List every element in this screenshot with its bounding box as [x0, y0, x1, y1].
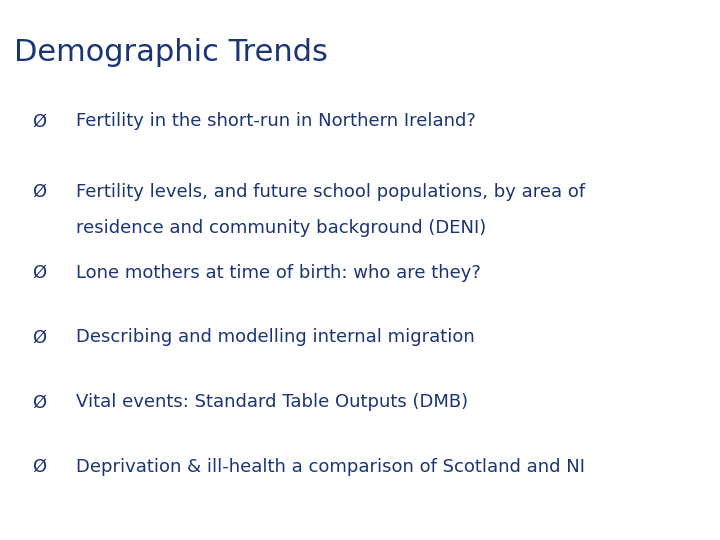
- Text: Ø: Ø: [32, 393, 47, 411]
- Text: Ø: Ø: [32, 264, 47, 282]
- Text: residence and community background (DENI): residence and community background (DENI…: [76, 219, 486, 238]
- Text: Fertility in the short-run in Northern Ireland?: Fertility in the short-run in Northern I…: [76, 112, 475, 131]
- Text: Fertility levels, and future school populations, by area of: Fertility levels, and future school popu…: [76, 183, 585, 201]
- Text: Lone mothers at time of birth: who are they?: Lone mothers at time of birth: who are t…: [76, 264, 480, 282]
- Text: Ø: Ø: [32, 112, 47, 131]
- Text: Vital events: Standard Table Outputs (DMB): Vital events: Standard Table Outputs (DM…: [76, 393, 468, 411]
- Text: Ø: Ø: [32, 328, 47, 347]
- Text: Ø: Ø: [32, 183, 47, 201]
- Text: Ø: Ø: [32, 458, 47, 476]
- Text: Deprivation & ill-health a comparison of Scotland and NI: Deprivation & ill-health a comparison of…: [76, 458, 585, 476]
- Text: Demographic Trends: Demographic Trends: [14, 38, 328, 67]
- Text: Describing and modelling internal migration: Describing and modelling internal migrat…: [76, 328, 474, 347]
